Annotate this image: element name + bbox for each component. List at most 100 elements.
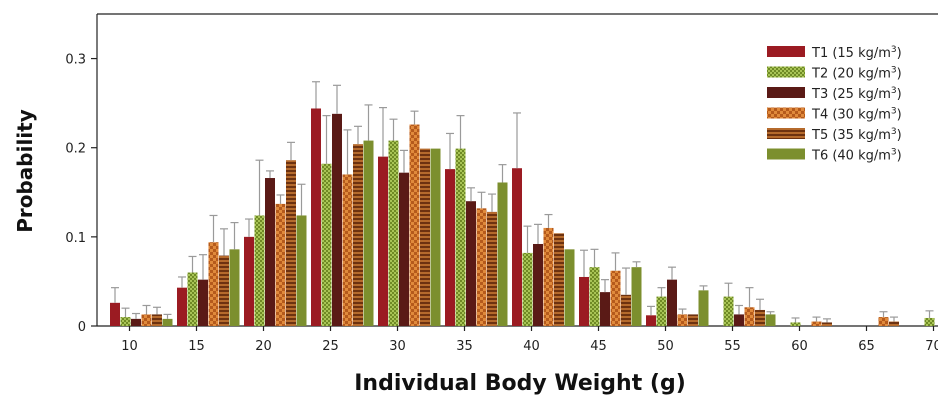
bar-6-30 <box>430 148 441 326</box>
bar-5-15 <box>219 255 229 326</box>
bar-2-60 <box>790 322 801 326</box>
bar-5-35 <box>487 211 497 326</box>
bar-3-50 <box>667 279 677 326</box>
bar-2-40 <box>522 252 533 326</box>
legend-swatch-5 <box>767 128 805 139</box>
x-tick-label: 30 <box>389 339 406 354</box>
bar-5-65 <box>889 321 899 326</box>
bar-1-40 <box>512 168 522 326</box>
x-tick-label: 50 <box>657 339 674 354</box>
x-tick-label: 15 <box>188 339 205 354</box>
x-tick-label: 25 <box>322 339 339 354</box>
bar-2-35 <box>455 148 466 326</box>
bar-3-25 <box>332 113 342 326</box>
bar-6-45 <box>631 267 642 326</box>
bar-6-15 <box>229 249 240 326</box>
bar-5-40 <box>554 233 564 326</box>
bar-5-60 <box>822 322 832 326</box>
bar-2-50 <box>656 296 667 326</box>
x-tick-label: 70 <box>925 339 938 354</box>
bar-3-20 <box>265 178 275 326</box>
x-tick-label: 20 <box>255 339 272 354</box>
bar-3-15 <box>198 279 208 326</box>
x-tick-label: 60 <box>791 339 808 354</box>
bar-4-25 <box>342 174 353 326</box>
bar-4-50 <box>677 314 688 326</box>
bar-6-55 <box>765 314 776 326</box>
bar-1-20 <box>244 236 254 326</box>
bar-3-45 <box>600 292 610 326</box>
bar-5-45 <box>621 294 631 326</box>
legend-label-3: T3 (25 kg/m3) <box>811 86 902 102</box>
y-ticks: 0 0.1 0.2 0.3 <box>65 53 97 335</box>
bar-6-20 <box>296 215 307 326</box>
bar-6-10 <box>162 318 173 326</box>
bar-2-70 <box>924 317 935 326</box>
y-tick-label: 0 <box>78 320 86 335</box>
y-tick-label: 0.3 <box>65 53 86 68</box>
bar-2-20 <box>254 215 265 326</box>
bar-6-25 <box>363 140 374 326</box>
bar-4-65 <box>878 317 889 326</box>
x-tick-label: 40 <box>523 339 540 354</box>
bar-1-25 <box>311 108 321 327</box>
bars-layer <box>110 108 935 327</box>
legend: T1 (15 kg/m3) T2 (20 kg/m3) T3 (25 kg/m3) T… <box>767 45 902 164</box>
bar-6-50 <box>698 290 709 326</box>
y-tick-label: 0.1 <box>65 231 86 246</box>
error-bars-layer <box>111 81 934 323</box>
bar-4-10 <box>141 314 152 326</box>
bar-6-35 <box>497 182 508 326</box>
x-tick-label: 55 <box>724 339 741 354</box>
bar-5-30 <box>420 148 430 326</box>
bar-3-35 <box>466 201 476 326</box>
legend-label-1: T1 (15 kg/m3) <box>811 45 902 61</box>
bar-2-25 <box>321 163 332 326</box>
bar-5-25 <box>353 144 363 326</box>
bar-6-40 <box>564 249 575 326</box>
x-tick-label: 65 <box>858 339 875 354</box>
bar-4-45 <box>610 270 621 326</box>
bar-1-35 <box>445 169 455 326</box>
bar-4-20 <box>275 203 286 326</box>
bar-3-55 <box>734 314 744 326</box>
legend-swatch-1 <box>767 46 805 57</box>
legend-swatch-3 <box>767 87 805 98</box>
bar-2-15 <box>187 272 198 326</box>
bar-4-60 <box>811 321 822 326</box>
bar-5-55 <box>755 309 765 326</box>
bar-4-15 <box>208 242 219 326</box>
x-tick-label: 45 <box>590 339 607 354</box>
bar-2-55 <box>723 296 734 326</box>
legend-label-2: T2 (20 kg/m3) <box>811 66 902 82</box>
legend-swatch-4 <box>767 107 805 119</box>
bar-1-10 <box>110 302 120 326</box>
legend-label-5: T5 (35 kg/m3) <box>811 127 902 143</box>
x-tick-label: 35 <box>456 339 473 354</box>
bar-1-15 <box>177 287 187 326</box>
bar-5-10 <box>152 314 162 326</box>
legend-swatch-2 <box>767 66 805 78</box>
bar-4-35 <box>476 208 487 326</box>
bar-4-30 <box>409 124 420 326</box>
bar-4-40 <box>543 227 554 326</box>
bar-2-30 <box>388 140 399 326</box>
bar-1-30 <box>378 156 388 326</box>
legend-swatch-6 <box>767 148 805 160</box>
bar-3-10 <box>131 318 141 326</box>
bar-1-50 <box>646 315 656 326</box>
bar-2-45 <box>589 267 600 326</box>
bar-1-45 <box>579 276 589 326</box>
x-axis-title: Individual Body Weight (g) <box>354 371 686 396</box>
legend-label-4: T4 (30 kg/m3) <box>811 107 902 123</box>
x-tick-label: 10 <box>121 339 138 354</box>
legend-label-6: T6 (40 kg/m3) <box>811 148 902 164</box>
y-axis-title: Probability <box>13 109 37 233</box>
bar-2-10 <box>120 317 131 326</box>
y-tick-label: 0.2 <box>65 142 86 157</box>
bar-5-50 <box>688 314 698 326</box>
x-ticks: 10 15 20 25 30 35 40 45 50 55 60 65 70 <box>121 326 938 354</box>
bar-4-55 <box>744 307 755 326</box>
bar-3-40 <box>533 243 543 326</box>
